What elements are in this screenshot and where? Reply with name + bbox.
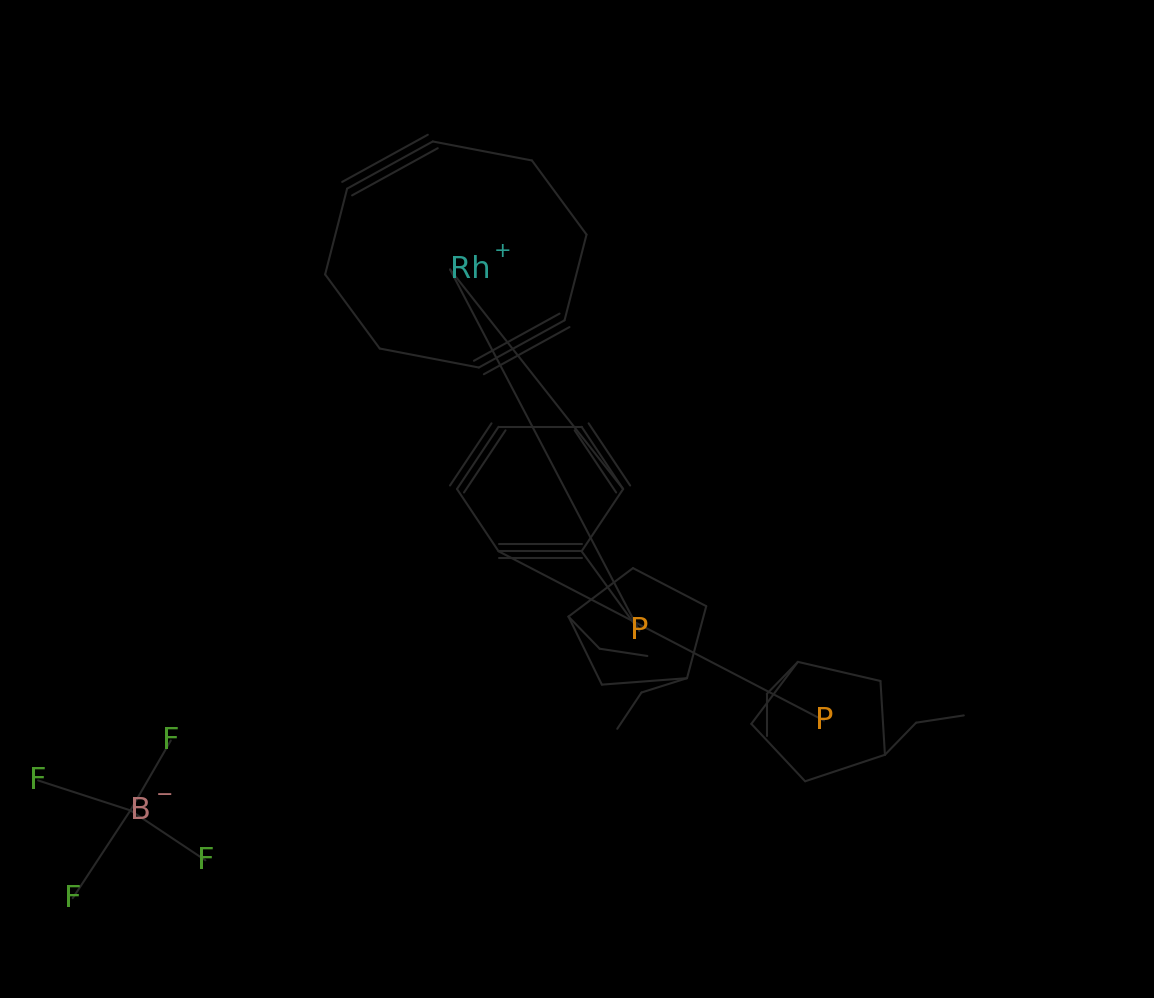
Text: B: B [130, 795, 151, 825]
Text: −: − [156, 785, 173, 805]
Text: F: F [196, 845, 215, 875]
Text: Rh: Rh [450, 254, 490, 284]
Text: F: F [29, 765, 47, 795]
Text: +: + [494, 242, 511, 261]
Text: P: P [815, 706, 833, 736]
Text: F: F [162, 726, 180, 755]
Text: F: F [63, 883, 82, 913]
Text: P: P [630, 616, 649, 646]
